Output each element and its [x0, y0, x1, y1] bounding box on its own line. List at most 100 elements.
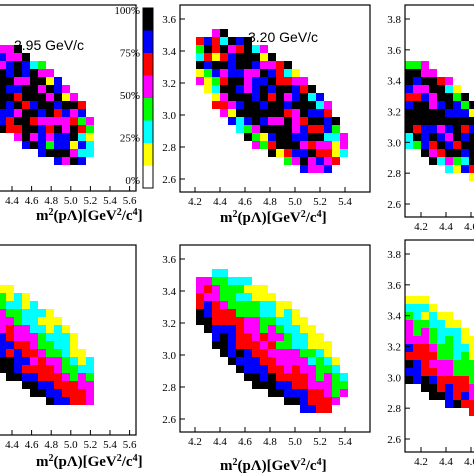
heatmap-cell: [86, 381, 94, 389]
heatmap-cell: [212, 101, 220, 109]
heatmap-cell: [405, 296, 413, 304]
heatmap-cell: [228, 77, 236, 85]
heatmap-cell: [70, 141, 78, 149]
heatmap-cell: [54, 373, 62, 381]
heatmap-cell: [196, 77, 204, 85]
heatmap-cell: [324, 109, 332, 117]
color-scale-label: 0%: [125, 175, 140, 187]
heatmap-cell: [276, 61, 284, 69]
heatmap-cell: [212, 269, 220, 277]
heatmap-cell: [54, 333, 62, 341]
heatmap-cell: [14, 293, 22, 301]
heatmap-cell: [437, 352, 445, 360]
heatmap-cell: [316, 109, 324, 117]
x-tick-label: 5.0: [288, 196, 302, 208]
heatmap-cell: [324, 357, 332, 365]
heatmap-panel-right-bottom: 4.2 4.4 4.6 2.6 2.8 3.0 3.2 3.4 3.6 3.8: [387, 239, 474, 468]
heatmap-cell: [14, 373, 22, 381]
heatmap-cell: [6, 317, 14, 325]
heatmap-cell: [22, 117, 30, 125]
heatmap-cell: [413, 141, 421, 149]
color-scale-swatch: [143, 75, 153, 98]
heatmap-cell: [22, 301, 30, 309]
heatmap-cell: [405, 320, 413, 328]
heatmap-cell: [22, 373, 30, 381]
heatmap-cell: [421, 304, 429, 312]
heatmap-cell: [78, 397, 86, 405]
heatmap-cell: [469, 376, 474, 384]
heatmap-cell: [252, 357, 260, 365]
x-tick-label: 4.6: [238, 196, 252, 208]
heatmap-cell: [405, 376, 413, 384]
heatmap-cell: [62, 85, 70, 93]
heatmap-cell: [220, 293, 228, 301]
heatmap-cell: [14, 101, 22, 109]
heatmap-cell: [405, 61, 413, 69]
heatmap-cell: [62, 365, 70, 373]
heatmap-cell: [252, 373, 260, 381]
x-axis-title: m2(pΛ)[GeV2/c4]: [220, 457, 327, 474]
heatmap-cell: [453, 85, 461, 93]
heatmap-cell: [86, 389, 94, 397]
heatmap-cell: [260, 317, 268, 325]
heatmap-cell: [308, 157, 316, 165]
heatmap-cell: [236, 301, 244, 309]
y-tick-label: 2.8: [387, 168, 401, 180]
heatmap-cell: [260, 381, 268, 389]
heatmap-cell: [340, 381, 348, 389]
heatmap-cell: [461, 392, 469, 400]
heatmap-cell: [46, 133, 54, 141]
heatmap-cell: [445, 157, 453, 165]
heatmap-cell: [340, 149, 348, 157]
heatmap-cell: [445, 125, 453, 133]
heatmap-cell: [308, 405, 316, 413]
heatmap-cell: [453, 157, 461, 165]
heatmap-cell: [78, 149, 86, 157]
heatmap-cell: [445, 360, 453, 368]
heatmap-cell: [445, 165, 453, 173]
heatmap-cell: [14, 357, 22, 365]
heatmap-cell: [62, 325, 70, 333]
heatmap-cell: [236, 349, 244, 357]
heatmap-cell: [284, 117, 292, 125]
heatmap-cell: [22, 93, 30, 101]
x-tick-label: 4.4: [5, 195, 19, 207]
heatmap-cell: [62, 117, 70, 125]
heatmap-cell: [445, 117, 453, 125]
heatmap-cell: [38, 93, 46, 101]
heatmap-cell: [437, 360, 445, 368]
heatmap-cell: [445, 328, 453, 336]
heatmap-panel-left-bottom: 4.4 4.6 4.8 5.0 5.2 5.4 5.6 m2(pΛ)[GeV2/c4]: [0, 244, 143, 470]
heatmap-cell: [429, 101, 437, 109]
heatmap-cell: [461, 384, 469, 392]
heatmap-cell: [445, 336, 453, 344]
heatmap-cell: [22, 85, 30, 93]
heatmap-cell: [78, 109, 86, 117]
heatmap-cell: [78, 349, 86, 357]
heatmap-cell: [445, 376, 453, 384]
color-scale-label: 75%: [120, 48, 140, 60]
heatmap-cell: [437, 384, 445, 392]
heatmap-cell: [244, 285, 252, 293]
heatmap-cell: [429, 392, 437, 400]
heatmap-cell: [220, 301, 228, 309]
heatmap-cell: [38, 373, 46, 381]
heatmap-cell: [276, 301, 284, 309]
heatmap-cell: [78, 389, 86, 397]
heatmap-cell: [70, 349, 78, 357]
heatmap-cell: [236, 37, 244, 45]
heatmap-cell: [461, 336, 469, 344]
heatmap-cell: [300, 365, 308, 373]
heatmap-cell: [46, 325, 54, 333]
heatmap-cell: [228, 45, 236, 53]
heatmap-cell: [62, 149, 70, 157]
heatmap-cell: [46, 357, 54, 365]
heatmap-cell: [445, 77, 453, 85]
heatmap-cell: [332, 389, 340, 397]
heatmap-cell: [244, 293, 252, 301]
heatmap-cell: [469, 368, 474, 376]
heatmap-cell: [204, 85, 212, 93]
heatmap-cell: [62, 373, 70, 381]
heatmap-cell: [429, 109, 437, 117]
heatmap-cell: [268, 101, 276, 109]
